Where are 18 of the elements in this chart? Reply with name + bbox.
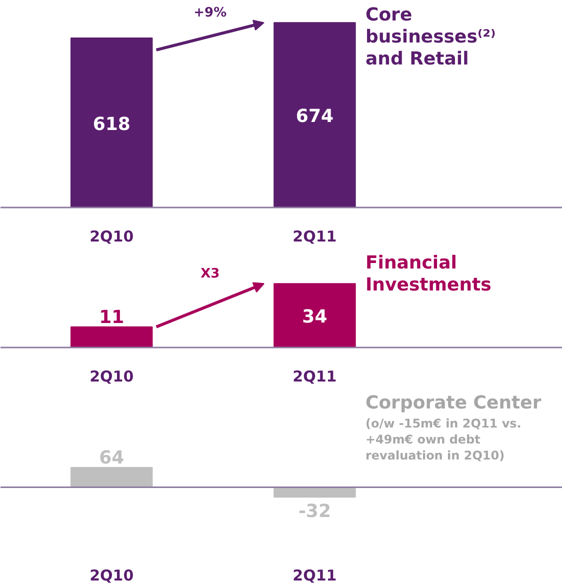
x-tick-label: 2Q10 [90, 228, 134, 246]
chart-title: Corporate Center [365, 392, 542, 414]
data-label: -32 [298, 501, 331, 522]
x-tick-label: 2Q11 [292, 368, 337, 386]
data-label: 34 [302, 306, 328, 328]
data-label: 64 [99, 448, 124, 468]
data-label: 11 [99, 306, 124, 328]
data-label: 618 [92, 114, 130, 135]
text: X3 [200, 266, 220, 282]
x-tick-label: 2Q11 [292, 228, 337, 246]
x-tick-label: 2Q11 [292, 566, 337, 584]
x-tick-label: 2Q10 [90, 368, 134, 386]
x-tick-label: 2Q10 [90, 566, 134, 584]
data-label: 674 [296, 106, 334, 128]
chart-title: Core businesses⁽²⁾ and Retail [365, 4, 496, 70]
chart-subtitle: (o/w -15m€ in 2Q11 vs. +49m€ own debt revaluation in 2Q10) [365, 416, 522, 462]
chart-title: Financial Investments [365, 252, 492, 296]
text: +9% [194, 6, 227, 21]
